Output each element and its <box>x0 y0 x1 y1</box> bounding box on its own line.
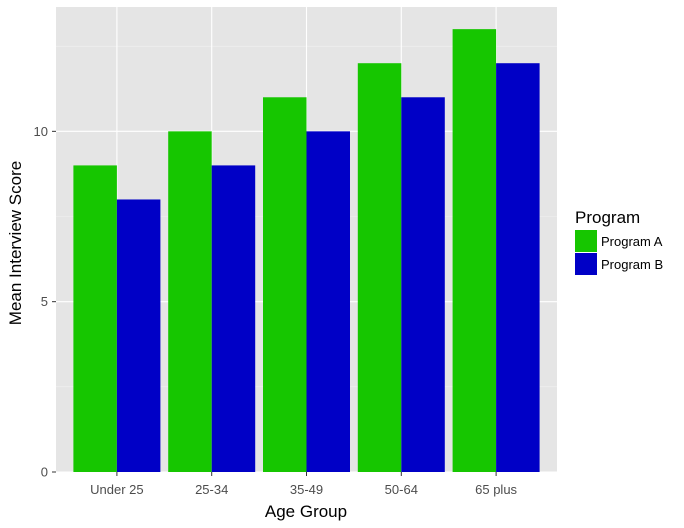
bar-program-a-1 <box>73 165 117 472</box>
y-axis: 0 5 10 <box>34 124 56 480</box>
y-tick-label: 10 <box>34 124 48 139</box>
bar-program-b-1 <box>116 199 161 472</box>
y-tick-label: 0 <box>41 465 48 480</box>
bar-program-b-4 <box>401 97 445 473</box>
bar-program-a-3 <box>263 97 307 473</box>
legend: Program Program A Program B <box>575 208 663 275</box>
x-axis-title: Age Group <box>265 502 347 521</box>
legend-label-1: Program A <box>601 234 663 249</box>
legend-title: Program <box>575 208 640 227</box>
y-tick-label: 5 <box>41 294 48 309</box>
bar-program-a-5 <box>452 29 497 473</box>
bar-program-a-2 <box>168 131 212 473</box>
x-tick-label: 65 plus <box>475 482 517 497</box>
legend-key-1 <box>575 230 597 252</box>
x-tick-label: 25-34 <box>195 482 228 497</box>
bars <box>73 29 540 473</box>
x-tick-label: Under 25 <box>90 482 143 497</box>
x-axis: Under 25 25-34 35-49 50-64 65 plus <box>90 472 518 497</box>
y-axis-title: Mean Interview Score <box>6 161 25 325</box>
bar-program-b-5 <box>496 63 540 472</box>
x-tick-label: 50-64 <box>385 482 418 497</box>
legend-key-2 <box>575 253 597 275</box>
bar-program-b-2 <box>211 165 256 472</box>
bar-program-a-4 <box>357 63 402 472</box>
bar-program-b-3 <box>306 131 350 473</box>
x-tick-label: 35-49 <box>290 482 323 497</box>
legend-label-2: Program B <box>601 257 663 272</box>
